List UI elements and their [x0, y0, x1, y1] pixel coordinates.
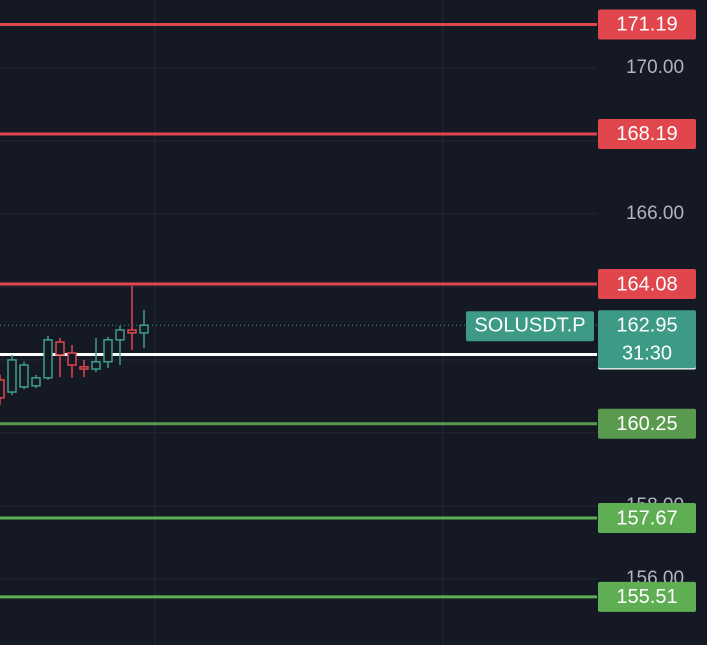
- level-label: 171.19: [616, 14, 677, 36]
- level-badge: [598, 9, 696, 40]
- candle-body: [127, 329, 137, 334]
- y-tick-label: 172.00: [626, 0, 684, 5]
- level-label: 164.08: [616, 273, 677, 295]
- y-tick-label: 170.00: [626, 57, 684, 78]
- symbol-tag: [466, 311, 594, 342]
- candle-body: [139, 324, 149, 334]
- level-badge: [598, 502, 696, 533]
- level-badge: [598, 268, 696, 299]
- candle-body: [91, 360, 101, 370]
- candle-body: [115, 329, 125, 341]
- candle-body: [67, 352, 77, 366]
- level-label: 160.25: [616, 413, 677, 435]
- level-badge: [598, 118, 696, 149]
- candle-body: [79, 366, 89, 370]
- candle-body: [103, 339, 113, 363]
- candle-body: [7, 359, 17, 393]
- candle-body: [55, 341, 65, 356]
- last-price-label: 162.95: [616, 315, 677, 337]
- candle-body: [0, 379, 5, 399]
- level-label: 155.51: [616, 586, 677, 608]
- candle-body: [19, 364, 29, 388]
- level-label: 168.19: [616, 123, 677, 145]
- countdown: 31:30: [622, 343, 672, 365]
- candle-body: [43, 339, 53, 379]
- level-badge: [598, 408, 696, 439]
- candle-body: [31, 377, 41, 387]
- last-price-badge: [598, 310, 696, 369]
- level-badge: [598, 581, 696, 612]
- y-tick-label: 166.00: [626, 203, 684, 224]
- level-label: 157.67: [616, 507, 677, 529]
- symbol-label: SOLUSDT.P: [474, 315, 585, 337]
